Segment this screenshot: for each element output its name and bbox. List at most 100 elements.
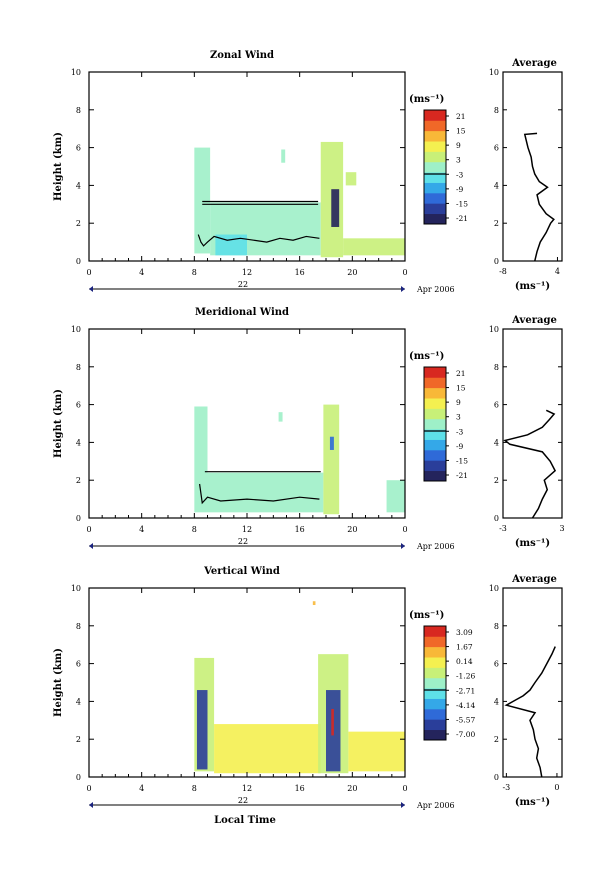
day-label: 22 <box>238 280 248 289</box>
profile-frame <box>502 587 563 778</box>
x-tick-label: 12 <box>242 268 252 277</box>
day-bar-end-marker <box>401 802 405 808</box>
colorbar-tick-label: 1.67 <box>456 643 473 652</box>
x-tick-label: 16 <box>295 525 305 534</box>
day-label: 22 <box>238 796 248 805</box>
colorbar-swatch <box>424 729 446 741</box>
heatmap-cell <box>331 708 334 736</box>
colorbar-swatch <box>424 470 446 482</box>
colorbar-tick-label: 3 <box>456 156 461 165</box>
profile-x-tick-label: 4 <box>555 267 560 276</box>
profile-y-tick-label: 0 <box>494 773 499 782</box>
heatmap-cells <box>194 601 405 774</box>
y-tick-label: 6 <box>76 144 81 153</box>
colorbar-tick-label: -3 <box>456 170 464 179</box>
colorbar-swatch <box>424 130 446 142</box>
colorbar-swatch <box>424 657 446 668</box>
profile-y-tick-label: 4 <box>494 697 499 706</box>
x-tick-label: 0 <box>86 784 91 793</box>
y-tick-label: 4 <box>76 181 81 190</box>
profile-frame <box>502 328 563 519</box>
profile-x-tick-label: -3 <box>499 524 507 533</box>
colorbar-swatch <box>424 110 446 121</box>
colorbar-swatch <box>424 677 446 689</box>
x-tick-label: 20 <box>347 268 357 277</box>
x-tick-label: 4 <box>139 268 144 277</box>
x-tick-label: 0 <box>86 525 91 534</box>
profile-x-tick-label: 3 <box>559 524 564 533</box>
heatmap-cell <box>348 731 405 772</box>
y-tick-label: 8 <box>76 622 81 631</box>
y-tick-label: 6 <box>76 660 81 669</box>
colorbar-swatch <box>424 120 446 132</box>
colorbar-swatch <box>424 460 446 472</box>
x-tick-label: 16 <box>295 268 305 277</box>
colorbar-unit: (ms⁻¹) <box>409 94 444 105</box>
x-tick-label: 0 <box>402 268 407 277</box>
colorbar-tick-label: -3 <box>456 427 464 436</box>
y-tick-label: 10 <box>71 584 81 593</box>
profile-y-tick-label: 4 <box>494 438 499 447</box>
colorbar-swatch <box>424 367 446 378</box>
profile-y-tick-label: 2 <box>494 735 499 744</box>
profile-y-tick-label: 10 <box>489 68 499 77</box>
colorbar-swatch <box>424 708 446 720</box>
heatmap-cells <box>194 404 405 515</box>
profile-y-tick-label: 0 <box>494 514 499 523</box>
colorbar-frame <box>423 366 447 482</box>
panel-title: Meridional Wind <box>195 307 289 318</box>
colorbar-swatch <box>424 667 446 679</box>
profile-x-tick-label: -3 <box>502 783 510 792</box>
profile-y-tick-label: 2 <box>494 476 499 485</box>
heatmap-cell <box>323 404 340 515</box>
y-tick-label: 2 <box>76 735 81 744</box>
x-tick-label: 4 <box>139 784 144 793</box>
profile-x-tick-label: -8 <box>499 267 507 276</box>
colorbar-tick-label: -5.57 <box>456 715 475 724</box>
colorbar-tick-label: -15 <box>456 456 468 465</box>
colorbar-tick-label: 21 <box>456 112 466 121</box>
day-label: 22 <box>238 537 248 546</box>
colorbar-tick-label: 3.09 <box>456 628 473 637</box>
heatmap-cell <box>312 601 316 606</box>
colorbar-tick-label: -7.00 <box>456 730 475 739</box>
colorbar-unit: (ms⁻¹) <box>409 351 444 362</box>
profile-line <box>523 132 555 262</box>
x-tick-label: 0 <box>86 268 91 277</box>
profile-unit: (ms⁻¹) <box>515 797 550 808</box>
colorbar-tick-label: -4.14 <box>456 701 475 710</box>
x-tick-label: 8 <box>192 525 197 534</box>
colorbar-swatch <box>424 408 446 420</box>
colorbar-tick-label: -9 <box>456 185 464 194</box>
x-tick-label: 20 <box>347 525 357 534</box>
day-bar-end-marker <box>401 286 405 292</box>
colorbar-swatch <box>424 172 446 183</box>
x-tick-label: 16 <box>295 784 305 793</box>
profile-frame <box>502 71 563 262</box>
colorbar-swatch <box>424 418 446 430</box>
colorbar-tick-label: 3 <box>456 413 461 422</box>
day-bar-start-marker <box>89 543 93 549</box>
profile-unit: (ms⁻¹) <box>515 281 550 292</box>
heatmap-cell <box>196 690 208 770</box>
profile-line <box>503 409 557 519</box>
heatmap-cell <box>215 234 247 256</box>
profile-unit: (ms⁻¹) <box>515 538 550 549</box>
y-tick-label: 4 <box>76 438 81 447</box>
colorbar-swatch <box>424 719 446 731</box>
day-bar-end-marker <box>401 543 405 549</box>
profile-y-tick-label: 10 <box>489 584 499 593</box>
profile-y-tick-label: 6 <box>494 144 499 153</box>
average-title: Average <box>511 315 557 326</box>
date-label: Apr 2006 <box>416 285 455 294</box>
colorbar-unit: (ms⁻¹) <box>409 610 444 621</box>
colorbar-tick-label: -1.26 <box>456 672 475 681</box>
colorbar-swatch <box>424 429 446 440</box>
colorbar-swatch <box>424 636 446 648</box>
profile-y-tick-label: 8 <box>494 622 499 631</box>
colorbar-tick-label: -2.71 <box>456 686 475 695</box>
colorbar-swatch <box>424 626 446 637</box>
heatmap-cell <box>329 436 334 450</box>
